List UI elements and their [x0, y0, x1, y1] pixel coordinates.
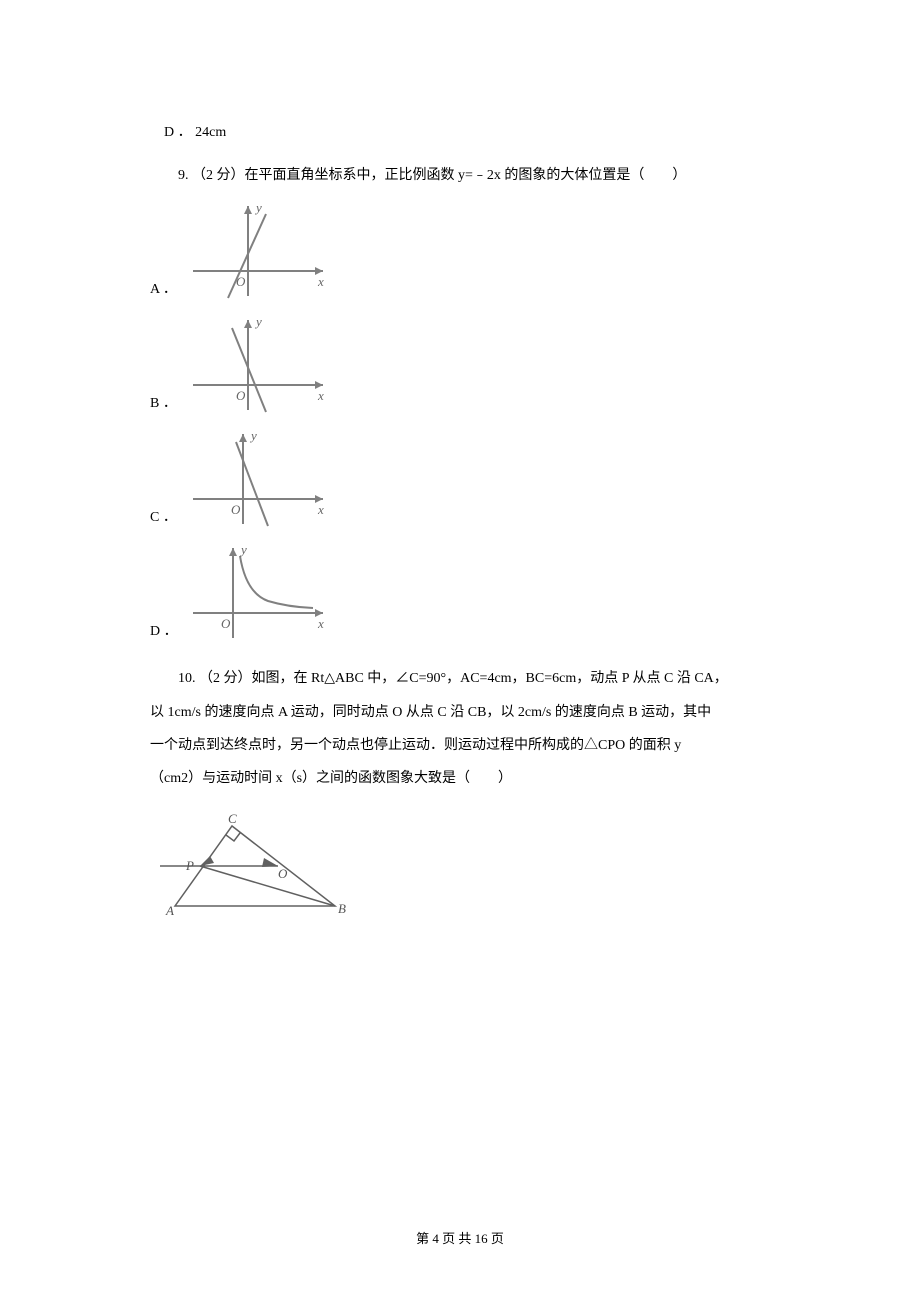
origin-label: O: [236, 274, 246, 289]
label-c: C: [228, 811, 237, 826]
label-a: A: [165, 903, 174, 918]
origin-label: O: [236, 388, 246, 403]
y-axis-label: y: [254, 200, 262, 215]
graph-b: y x O: [188, 310, 338, 420]
q10-stem-line2: 以 1cm/s 的速度向点 A 运动，同时动点 O 从点 C 沿 CB，以 2c…: [150, 700, 770, 725]
x-axis-label: x: [317, 616, 324, 631]
q10-stem-line1: 10. （2 分）如图，在 Rt△ABC 中，∠C=90°，AC=4cm，BC=…: [150, 666, 770, 691]
q8-option-d: D ． 24cm: [150, 120, 770, 145]
page-footer: 第 4 页 共 16 页: [0, 1228, 920, 1247]
origin-label: O: [231, 502, 241, 517]
option-d-label: D ．: [150, 620, 180, 648]
graph-d: y x O: [188, 538, 338, 648]
q9-option-d: D ． y x O: [150, 538, 770, 648]
option-a-label: A ．: [150, 278, 180, 306]
y-axis-label: y: [239, 542, 247, 557]
label-o: O: [278, 866, 288, 881]
q9-option-a: A ． y x O: [150, 196, 770, 306]
x-axis-label: x: [317, 502, 324, 517]
x-axis-label: x: [317, 274, 324, 289]
option-c-label: C ．: [150, 506, 180, 534]
graph-c: y x O: [188, 424, 338, 534]
origin-label: O: [221, 616, 231, 631]
graph-a: y x O: [188, 196, 338, 306]
q9-option-b: B ． y x O: [150, 310, 770, 420]
label-b: B: [338, 901, 346, 916]
x-axis-label: x: [317, 388, 324, 403]
q10-figure: C P O A B: [160, 811, 770, 926]
y-axis-label: y: [254, 314, 262, 329]
option-b-label: B ．: [150, 392, 180, 420]
q9-stem: 9. （2 分）在平面直角坐标系中，正比例函数 y=﹣2x 的图象的大体位置是（…: [150, 163, 770, 188]
q9-option-c: C ． y x O: [150, 424, 770, 534]
label-p: P: [185, 858, 194, 873]
q10-stem-line3: 一个动点到达终点时，另一个动点也停止运动．则运动过程中所构成的△CPO 的面积 …: [150, 733, 770, 758]
q10-stem-line4: （cm2）与运动时间 x（s）之间的函数图象大致是（ ）: [150, 766, 770, 791]
y-axis-label: y: [249, 428, 257, 443]
